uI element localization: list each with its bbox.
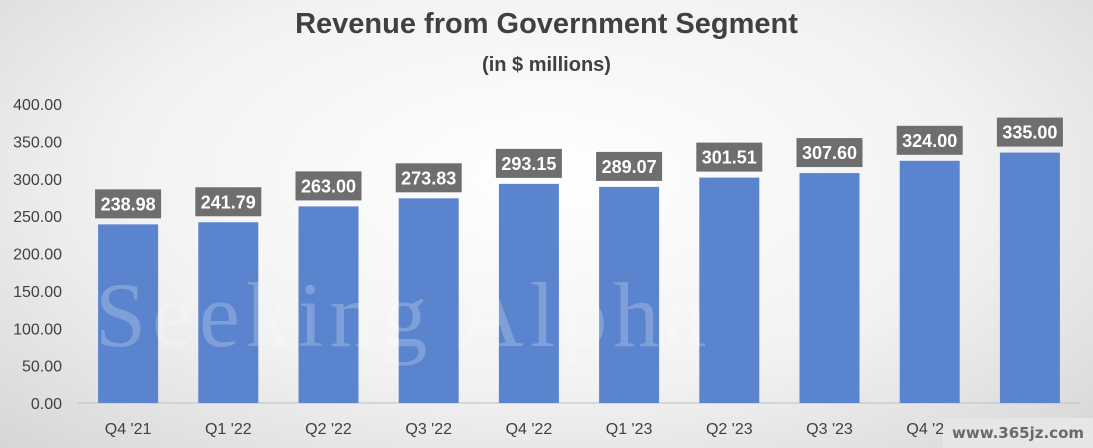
data-label: 301.51 — [702, 148, 757, 168]
data-label: 307.60 — [802, 143, 857, 163]
x-tick-label: Q2 '23 — [706, 421, 753, 438]
bar — [699, 177, 760, 403]
data-label-box — [796, 138, 863, 168]
data-label-box — [596, 151, 663, 181]
chart-title: Revenue from Government Segment — [295, 8, 798, 40]
corner-watermark: www.365jz.com — [943, 418, 1093, 448]
bar — [98, 224, 159, 403]
x-tick-label: Q4 '22 — [506, 421, 553, 438]
data-label: 324.00 — [902, 131, 957, 151]
data-label-box — [95, 189, 162, 219]
y-tick-label: 300.00 — [13, 172, 62, 189]
x-tick-label: Q1 '23 — [606, 421, 653, 438]
y-tick-label: 400.00 — [13, 97, 62, 114]
bar — [599, 186, 660, 403]
data-label: 273.83 — [401, 168, 456, 188]
data-label-box — [896, 125, 963, 155]
data-label: 263.00 — [301, 176, 356, 196]
chart-subtitle: (in $ millions) — [482, 54, 611, 76]
bar — [799, 173, 860, 403]
bar — [899, 160, 960, 403]
x-tick-label: Q2 '22 — [305, 421, 352, 438]
data-label: 335.00 — [1002, 123, 1057, 143]
data-label: 238.98 — [101, 194, 156, 214]
x-tick-label: Q3 '23 — [806, 421, 853, 438]
y-tick-label: 150.00 — [13, 284, 62, 301]
x-tick-label: Q4 '21 — [105, 421, 152, 438]
y-tick-label: 50.00 — [22, 359, 62, 376]
data-label-box — [696, 142, 763, 172]
data-label: 293.15 — [501, 154, 556, 174]
data-label-box — [195, 187, 262, 217]
x-tick-label: Q4 '23 — [906, 421, 953, 438]
data-label: 289.07 — [602, 157, 657, 177]
y-tick-label: 200.00 — [13, 247, 62, 264]
bar — [298, 206, 359, 403]
x-tick-label: Q1 '22 — [205, 421, 252, 438]
data-label-box — [395, 163, 462, 193]
bar — [398, 198, 459, 403]
data-label: 241.79 — [201, 192, 256, 212]
y-tick-label: 250.00 — [13, 209, 62, 226]
data-label-box — [295, 171, 362, 201]
y-tick-label: 350.00 — [13, 134, 62, 151]
y-tick-label: 0.00 — [31, 396, 62, 413]
bar — [498, 183, 559, 403]
watermark-text: Seeking Alpha — [95, 264, 713, 366]
bar — [999, 152, 1060, 403]
x-tick-label: Q3 '22 — [405, 421, 452, 438]
data-label-box — [996, 117, 1063, 147]
y-tick-label: 100.00 — [13, 321, 62, 338]
bar — [198, 222, 259, 403]
data-label-box — [495, 148, 562, 178]
